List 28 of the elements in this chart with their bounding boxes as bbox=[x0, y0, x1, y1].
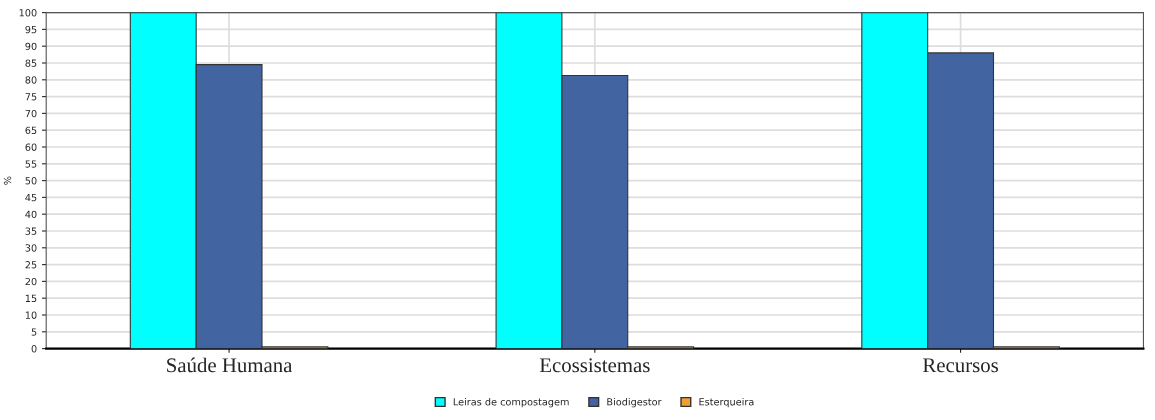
y-axis-title: % bbox=[3, 176, 12, 185]
y-tick-label: 25 bbox=[25, 261, 37, 269]
legend-label: Leiras de compostagem bbox=[453, 397, 569, 408]
y-tick-label: 50 bbox=[25, 177, 37, 185]
x-tick-label: Saúde Humana bbox=[167, 357, 293, 373]
y-tick-label: 30 bbox=[25, 244, 37, 252]
y-tick-label: 60 bbox=[25, 143, 37, 151]
y-tick-label: 10 bbox=[25, 311, 37, 319]
y-tick-label: 5 bbox=[31, 328, 37, 336]
x-tick-label: Ecossistemas bbox=[539, 358, 650, 373]
y-tick-label: 35 bbox=[25, 227, 37, 235]
y-tick-label: 55 bbox=[25, 160, 37, 168]
y-tick-label: 40 bbox=[25, 210, 37, 219]
legend-label: Biodigestor bbox=[607, 397, 662, 408]
x-tick-label: Recursos bbox=[922, 358, 999, 373]
y-tick-label: 90 bbox=[25, 42, 37, 51]
y-tick-label: 80 bbox=[25, 76, 37, 84]
y-tick-label: 15 bbox=[25, 294, 37, 303]
legend-label: Esterqueira bbox=[699, 397, 754, 408]
y-tick-label: 20 bbox=[25, 277, 37, 286]
y-tick-label: 0 bbox=[31, 345, 37, 353]
y-tick-label: 65 bbox=[25, 126, 37, 135]
y-tick-label: 100 bbox=[19, 9, 37, 17]
y-tick-label: 95 bbox=[25, 25, 37, 34]
y-tick-label: 75 bbox=[25, 93, 37, 101]
y-tick-label: 70 bbox=[25, 109, 37, 118]
y-tick-label: 45 bbox=[25, 194, 37, 202]
y-tick-label: 85 bbox=[25, 59, 37, 67]
